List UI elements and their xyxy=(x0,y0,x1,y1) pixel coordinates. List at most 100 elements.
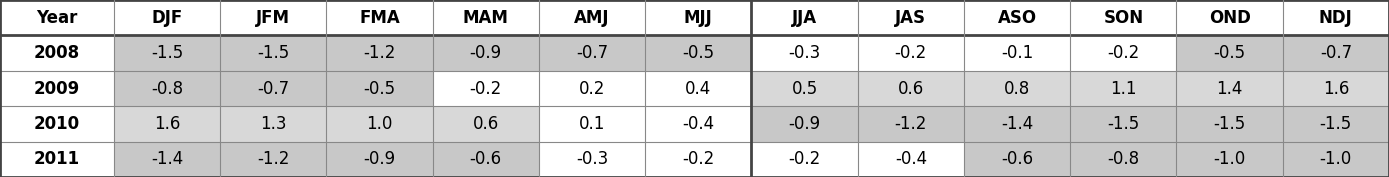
Text: 1.0: 1.0 xyxy=(367,115,393,133)
Bar xyxy=(219,35,326,71)
Bar xyxy=(0,106,114,142)
Bar xyxy=(1176,142,1283,177)
Bar xyxy=(0,71,114,106)
Text: -0.2: -0.2 xyxy=(789,150,821,168)
Bar xyxy=(219,142,326,177)
Bar xyxy=(964,142,1070,177)
Text: -1.5: -1.5 xyxy=(1214,115,1246,133)
Text: OND: OND xyxy=(1208,9,1250,27)
Text: -1.4: -1.4 xyxy=(1001,115,1033,133)
Bar xyxy=(326,142,433,177)
Text: JFM: JFM xyxy=(257,9,290,27)
Bar xyxy=(1283,106,1389,142)
Bar xyxy=(0,35,114,71)
Text: -1.5: -1.5 xyxy=(257,44,289,62)
Text: -0.4: -0.4 xyxy=(682,115,714,133)
Text: ASO: ASO xyxy=(997,9,1036,27)
Text: -0.8: -0.8 xyxy=(1107,150,1139,168)
Text: -0.2: -0.2 xyxy=(1107,44,1139,62)
Bar xyxy=(433,71,539,106)
Bar xyxy=(1283,71,1389,106)
Text: 1.6: 1.6 xyxy=(1322,79,1349,98)
Text: 2009: 2009 xyxy=(33,79,81,98)
Text: 1.4: 1.4 xyxy=(1217,79,1243,98)
Text: -1.0: -1.0 xyxy=(1214,150,1246,168)
Bar xyxy=(219,106,326,142)
Bar xyxy=(114,142,219,177)
Bar xyxy=(964,35,1070,71)
Bar xyxy=(751,71,858,106)
Text: -0.3: -0.3 xyxy=(576,150,608,168)
Bar xyxy=(858,35,964,71)
Text: Year: Year xyxy=(36,9,78,27)
Text: -1.5: -1.5 xyxy=(1107,115,1139,133)
Text: -0.9: -0.9 xyxy=(469,44,501,62)
Text: -1.2: -1.2 xyxy=(257,150,289,168)
Bar xyxy=(433,106,539,142)
Text: -1.5: -1.5 xyxy=(151,44,183,62)
Text: 0.6: 0.6 xyxy=(897,79,924,98)
Text: SON: SON xyxy=(1103,9,1143,27)
Bar xyxy=(1283,142,1389,177)
Bar xyxy=(1070,106,1176,142)
Text: AMJ: AMJ xyxy=(574,9,610,27)
Bar xyxy=(1070,71,1176,106)
Bar xyxy=(964,71,1070,106)
Text: -0.5: -0.5 xyxy=(364,79,396,98)
Bar xyxy=(114,71,219,106)
Bar xyxy=(539,71,644,106)
Bar xyxy=(858,142,964,177)
Bar xyxy=(1070,35,1176,71)
Text: -0.6: -0.6 xyxy=(1001,150,1033,168)
Text: -0.2: -0.2 xyxy=(895,44,926,62)
Text: -1.4: -1.4 xyxy=(151,150,183,168)
Bar xyxy=(539,142,644,177)
Text: -0.4: -0.4 xyxy=(895,150,926,168)
Bar xyxy=(644,142,751,177)
Text: -0.2: -0.2 xyxy=(469,79,501,98)
Text: -0.9: -0.9 xyxy=(789,115,821,133)
Bar xyxy=(114,106,219,142)
Bar xyxy=(433,35,539,71)
Bar xyxy=(0,0,1389,35)
Text: NDJ: NDJ xyxy=(1320,9,1353,27)
Bar xyxy=(326,35,433,71)
Bar xyxy=(1176,35,1283,71)
Bar xyxy=(539,106,644,142)
Bar xyxy=(114,35,219,71)
Text: 2010: 2010 xyxy=(33,115,81,133)
Text: 0.5: 0.5 xyxy=(792,79,818,98)
Text: -0.8: -0.8 xyxy=(151,79,183,98)
Bar xyxy=(326,71,433,106)
Text: JAS: JAS xyxy=(896,9,926,27)
Bar xyxy=(644,71,751,106)
Bar xyxy=(1070,142,1176,177)
Text: -0.3: -0.3 xyxy=(789,44,821,62)
Text: 0.4: 0.4 xyxy=(685,79,711,98)
Bar xyxy=(433,142,539,177)
Text: MJJ: MJJ xyxy=(683,9,713,27)
Text: 2011: 2011 xyxy=(33,150,81,168)
Text: -0.7: -0.7 xyxy=(1320,44,1351,62)
Bar xyxy=(858,71,964,106)
Text: -0.7: -0.7 xyxy=(576,44,608,62)
Text: -0.1: -0.1 xyxy=(1001,44,1033,62)
Bar xyxy=(644,106,751,142)
Text: 2008: 2008 xyxy=(33,44,81,62)
Bar xyxy=(539,35,644,71)
Text: 0.2: 0.2 xyxy=(579,79,606,98)
Text: -0.7: -0.7 xyxy=(257,79,289,98)
Bar xyxy=(751,142,858,177)
Text: -1.0: -1.0 xyxy=(1320,150,1351,168)
Bar xyxy=(326,106,433,142)
Text: -0.9: -0.9 xyxy=(364,150,396,168)
Text: -0.5: -0.5 xyxy=(1214,44,1246,62)
Bar xyxy=(219,71,326,106)
Text: -0.5: -0.5 xyxy=(682,44,714,62)
Bar xyxy=(858,106,964,142)
Bar xyxy=(1176,71,1283,106)
Text: 0.8: 0.8 xyxy=(1004,79,1031,98)
Bar xyxy=(751,35,858,71)
Text: MAM: MAM xyxy=(463,9,508,27)
Bar xyxy=(0,142,114,177)
